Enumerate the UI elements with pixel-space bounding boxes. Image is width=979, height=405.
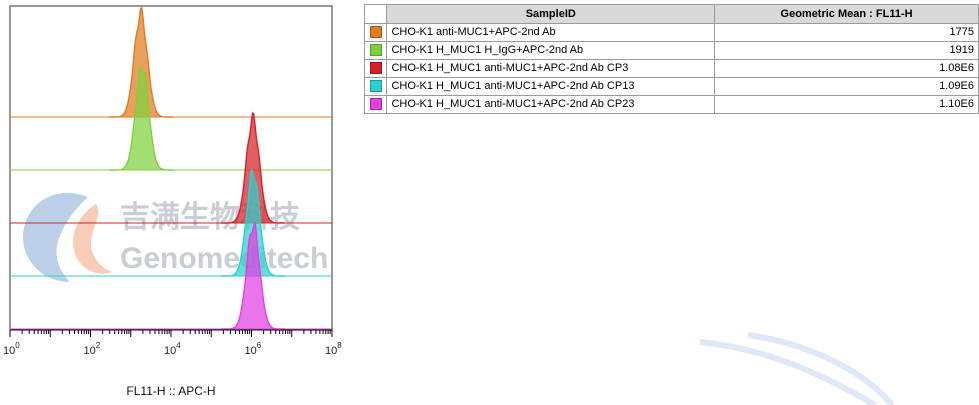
histogram-fill bbox=[109, 66, 175, 170]
swatch-column-header bbox=[363, 4, 388, 24]
sample-id-cell: CHO-K1 H_MUC1 anti-MUC1+APC-2nd Ab CP13 bbox=[386, 77, 716, 96]
watermark-english-text: Genomeditech bbox=[120, 242, 328, 275]
x-tick-label: 108 bbox=[325, 341, 342, 357]
x-tick-label: 102 bbox=[84, 341, 101, 357]
watermark-chinese-text: 吉满生物科技 bbox=[120, 200, 300, 235]
histogram-series bbox=[10, 65, 332, 171]
geometric-mean-cell: 1.10E6 bbox=[714, 95, 979, 114]
sampleid-column-header: SampleID bbox=[386, 4, 716, 24]
color-swatch bbox=[369, 98, 382, 111]
table-row: CHO-K1 anti-MUC1+APC-2nd Ab 1775 bbox=[363, 23, 979, 42]
color-swatch bbox=[369, 62, 382, 75]
geometric-mean-column-header: Geometric Mean : FL11-H bbox=[714, 4, 979, 24]
color-swatch bbox=[369, 26, 382, 39]
geometric-mean-cell: 1775 bbox=[714, 23, 979, 42]
histogram-outline bbox=[221, 221, 286, 330]
sample-legend-table: SampleID Geometric Mean : FL11-H CHO-K1 … bbox=[363, 4, 979, 114]
geometric-mean-cell: 1919 bbox=[714, 41, 979, 60]
geometric-mean-cell: 1.08E6 bbox=[714, 59, 979, 78]
histogram-outline bbox=[220, 111, 285, 224]
sample-id-cell: CHO-K1 anti-MUC1+APC-2nd Ab bbox=[386, 23, 716, 42]
histogram-layer bbox=[10, 6, 332, 330]
swatch-cell bbox=[363, 59, 388, 78]
histogram-series bbox=[10, 221, 332, 330]
table-row: CHO-K1 H_MUC1 H_IgG+APC-2nd Ab 1919 bbox=[363, 41, 979, 60]
swatch-cell bbox=[363, 41, 388, 60]
swatch-cell bbox=[363, 77, 388, 96]
histogram-outline bbox=[108, 6, 173, 118]
table-row: CHO-K1 H_MUC1 anti-MUC1+APC-2nd Ab CP23 1… bbox=[363, 95, 979, 114]
watermark-logo bbox=[23, 192, 112, 282]
color-swatch bbox=[369, 80, 382, 93]
sample-id-cell: CHO-K1 H_MUC1 H_IgG+APC-2nd Ab bbox=[386, 41, 716, 60]
histogram-fill bbox=[108, 7, 173, 118]
sample-id-cell: CHO-K1 H_MUC1 anti-MUC1+APC-2nd Ab CP23 bbox=[386, 95, 716, 114]
swatch-cell bbox=[363, 95, 388, 114]
histogram-fill bbox=[221, 223, 286, 329]
histogram-series bbox=[10, 111, 332, 224]
swatch-cell bbox=[363, 23, 388, 42]
color-swatch bbox=[369, 44, 382, 57]
watermark: 吉满生物科技 Genomeditech bbox=[23, 192, 328, 282]
histogram-series bbox=[10, 168, 332, 277]
histogram-outline bbox=[109, 65, 175, 171]
x-tick-label: 104 bbox=[164, 341, 181, 357]
x-tick-label: 106 bbox=[245, 341, 262, 357]
table-header-row: SampleID Geometric Mean : FL11-H bbox=[363, 4, 979, 24]
histogram-fill bbox=[220, 113, 285, 223]
table-row: CHO-K1 H_MUC1 anti-MUC1+APC-2nd Ab CP13 1… bbox=[363, 77, 979, 96]
geometric-mean-cell: 1.09E6 bbox=[714, 77, 979, 96]
histogram-outline bbox=[220, 168, 286, 277]
x-axis-title: FL11-H :: APC-H bbox=[126, 384, 215, 398]
table-row: CHO-K1 H_MUC1 anti-MUC1+APC-2nd Ab CP3 1.… bbox=[363, 59, 979, 78]
sample-id-cell: CHO-K1 H_MUC1 anti-MUC1+APC-2nd Ab CP3 bbox=[386, 59, 716, 78]
histogram-series bbox=[10, 6, 332, 118]
plot-frame bbox=[9, 5, 333, 331]
histogram-fill bbox=[220, 169, 286, 276]
x-axis: 100 102 104 106 108 bbox=[3, 329, 342, 357]
x-tick-label: 100 bbox=[3, 341, 20, 357]
